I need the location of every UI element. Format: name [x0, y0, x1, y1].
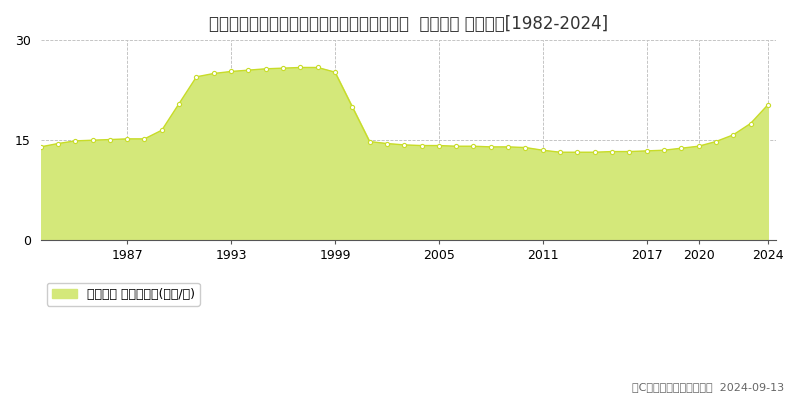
Legend: 地価公示 平均坤単価(万円/坤): 地価公示 平均坤単価(万円/坤) — [47, 282, 200, 306]
Title: 北海道札幌市北区笹路１条３丁目１番５０外  地価公示 地価推移[1982-2024]: 北海道札幌市北区笹路１条３丁目１番５０外 地価公示 地価推移[1982-2024… — [209, 15, 608, 33]
Text: （C）土地価格ドットコム  2024-09-13: （C）土地価格ドットコム 2024-09-13 — [632, 382, 784, 392]
